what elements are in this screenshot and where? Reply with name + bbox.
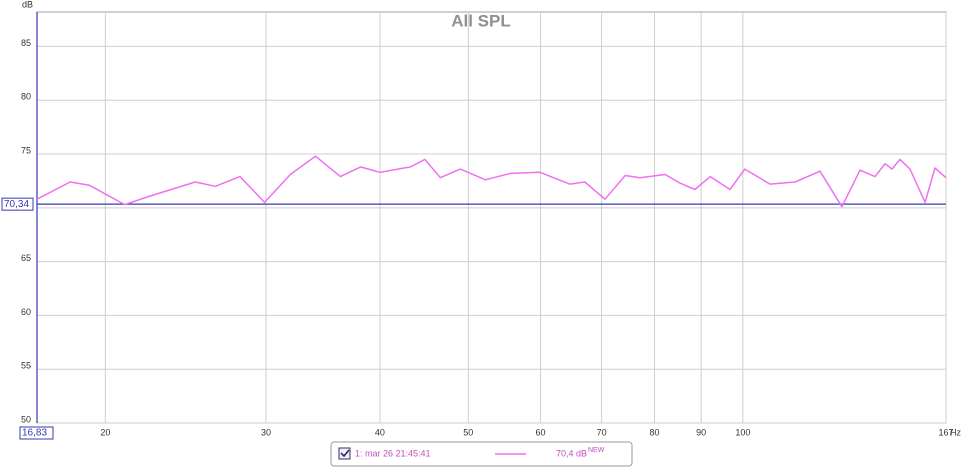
y-tick-label: 60 [21,307,31,317]
legend-label: 1: mar 26 21:45:41 [355,448,431,458]
x-tick-label: 167 [938,427,953,437]
legend-value: 70,4 dB [556,448,587,458]
cursor-x-box [19,426,54,440]
cursor-x-label: 16,83 [22,428,47,439]
cursor-y-box [1,197,34,211]
plot-area [36,11,947,424]
series-line [36,155,947,208]
check-mark [340,449,350,458]
x-tick-label: 70 [597,427,607,437]
x-unit: Hz [950,427,961,437]
x-tick-label: 30 [261,427,271,437]
y-unit: dB [22,0,33,9]
legend-checkbox[interactable] [338,447,351,460]
x-tick-label: 90 [696,427,706,437]
legend-badge: NEW [588,447,605,454]
y-tick-label: 85 [21,38,31,48]
x-tick-label: 40 [375,427,385,437]
x-tick-label: 100 [735,427,750,437]
y-tick-label: 80 [21,92,31,102]
y-tick-label: 50 [21,414,31,424]
y-tick-label: 65 [21,253,31,263]
x-tick-label: 50 [463,427,473,437]
cursor-y-label: 70,34 [4,199,29,210]
legend [330,441,633,467]
y-tick-label: 75 [21,145,31,155]
x-tick-label: 20 [100,427,110,437]
chart-title: All SPL [451,11,511,30]
x-tick-label: 60 [536,427,546,437]
x-tick-label: 80 [649,427,659,437]
y-tick-label: 55 [21,361,31,371]
